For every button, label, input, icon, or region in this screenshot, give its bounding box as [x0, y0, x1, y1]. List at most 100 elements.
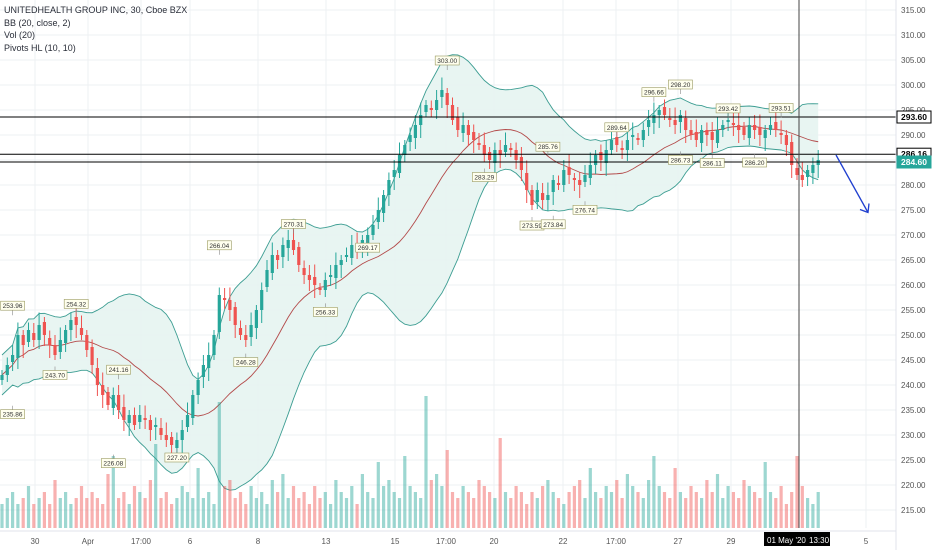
candle-body[interactable]	[567, 167, 571, 175]
candle-body[interactable]	[774, 122, 778, 130]
candle-body[interactable]	[684, 118, 688, 130]
candle-body[interactable]	[419, 115, 423, 125]
candle-body[interactable]	[233, 307, 237, 325]
candle-body[interactable]	[678, 115, 682, 122]
candle-body[interactable]	[583, 175, 587, 182]
candle-body[interactable]	[313, 277, 317, 285]
candle-body[interactable]	[5, 365, 9, 375]
candle-body[interactable]	[700, 130, 704, 143]
candle-body[interactable]	[572, 178, 576, 180]
candle-body[interactable]	[636, 138, 640, 140]
candle-body[interactable]	[42, 322, 46, 335]
candle-body[interactable]	[424, 105, 428, 112]
candle-body[interactable]	[519, 157, 523, 170]
symbol-title[interactable]: UNITEDHEALTH GROUP INC, 30, Cboe BZX	[4, 5, 188, 15]
candle-body[interactable]	[668, 118, 672, 120]
candle-body[interactable]	[117, 395, 121, 410]
candle-body[interactable]	[472, 132, 476, 140]
candle-body[interactable]	[217, 295, 221, 332]
candle-body[interactable]	[254, 310, 258, 328]
candle-body[interactable]	[249, 325, 253, 337]
candle-body[interactable]	[753, 125, 757, 130]
candle-body[interactable]	[647, 120, 651, 127]
candle-body[interactable]	[625, 140, 629, 150]
candle-body[interactable]	[657, 110, 661, 115]
candle-body[interactable]	[477, 143, 481, 145]
bb-indicator-label[interactable]: BB (20, close, 2)	[4, 17, 71, 28]
candle-body[interactable]	[132, 415, 137, 425]
candle-body[interactable]	[482, 145, 486, 155]
candle-body[interactable]	[238, 328, 243, 335]
candle-body[interactable]	[344, 255, 349, 257]
candle-body[interactable]	[90, 347, 94, 365]
candle-body[interactable]	[276, 255, 280, 260]
candle-body[interactable]	[382, 195, 386, 213]
candle-body[interactable]	[662, 107, 667, 115]
candle-body[interactable]	[307, 275, 311, 280]
candle-body[interactable]	[37, 325, 41, 340]
candle-body[interactable]	[387, 180, 391, 195]
candle-body[interactable]	[461, 125, 465, 133]
candle-body[interactable]	[318, 288, 322, 290]
candle-body[interactable]	[530, 190, 534, 205]
trend-arrow-head[interactable]	[859, 203, 870, 214]
vol-indicator-label[interactable]: Vol (20)	[4, 30, 36, 40]
candle-body[interactable]	[260, 290, 264, 310]
candle-body[interactable]	[578, 180, 582, 185]
candle-body[interactable]	[737, 125, 741, 130]
candle-body[interactable]	[185, 415, 190, 427]
candle-body[interactable]	[74, 317, 78, 325]
candle-body[interactable]	[488, 152, 492, 160]
candle-body[interactable]	[228, 300, 232, 310]
candle-body[interactable]	[742, 127, 746, 135]
candle-body[interactable]	[541, 193, 545, 200]
candle-body[interactable]	[710, 132, 714, 140]
candle-body[interactable]	[721, 125, 725, 130]
candle-body[interactable]	[790, 142, 794, 165]
candle-body[interactable]	[101, 385, 105, 395]
candle-body[interactable]	[604, 150, 608, 163]
candle-body[interactable]	[16, 335, 20, 358]
trend-arrow[interactable]	[835, 154, 870, 214]
candle-body[interactable]	[21, 335, 25, 345]
candle-body[interactable]	[196, 380, 200, 395]
candle-body[interactable]	[58, 340, 62, 352]
candle-body[interactable]	[631, 135, 635, 137]
candle-body[interactable]	[440, 90, 444, 97]
candle-body[interactable]	[641, 130, 645, 140]
candle-body[interactable]	[535, 190, 539, 202]
candle-body[interactable]	[615, 137, 619, 145]
candle-body[interactable]	[154, 425, 158, 427]
candle-body[interactable]	[127, 415, 131, 423]
candle-body[interactable]	[143, 418, 147, 420]
candle-body[interactable]	[350, 245, 354, 258]
candle-body[interactable]	[286, 240, 290, 248]
candle-body[interactable]	[652, 115, 656, 123]
candle-body[interactable]	[525, 173, 529, 190]
candle-body[interactable]	[270, 255, 274, 273]
trend-arrow-shaft[interactable]	[835, 154, 869, 213]
candle-body[interactable]	[551, 180, 555, 192]
candle-body[interactable]	[265, 270, 269, 287]
candle-body[interactable]	[339, 260, 343, 265]
candle-body[interactable]	[503, 145, 508, 152]
candle-body[interactable]	[53, 345, 57, 355]
candle-body[interactable]	[609, 140, 614, 150]
candle-body[interactable]	[514, 150, 518, 160]
candle-body[interactable]	[450, 105, 455, 120]
candle-body[interactable]	[180, 430, 184, 440]
candle-body[interactable]	[175, 440, 179, 448]
time-axis[interactable]: 30 Apr 17:00 6 8 13 15 17:00 20 22 17:00 27 29 5	[0, 530, 896, 546]
candle-body[interactable]	[366, 235, 370, 243]
candlesticks[interactable]	[0, 77, 820, 460]
candle-body[interactable]	[164, 435, 168, 440]
candle-body[interactable]	[0, 375, 4, 380]
candle-body[interactable]	[588, 165, 592, 178]
candle-body[interactable]	[779, 133, 783, 135]
candle-body[interactable]	[731, 123, 735, 125]
candle-body[interactable]	[138, 415, 142, 422]
candle-body[interactable]	[79, 328, 84, 335]
candle-body[interactable]	[122, 407, 126, 420]
candle-body[interactable]	[223, 298, 227, 300]
